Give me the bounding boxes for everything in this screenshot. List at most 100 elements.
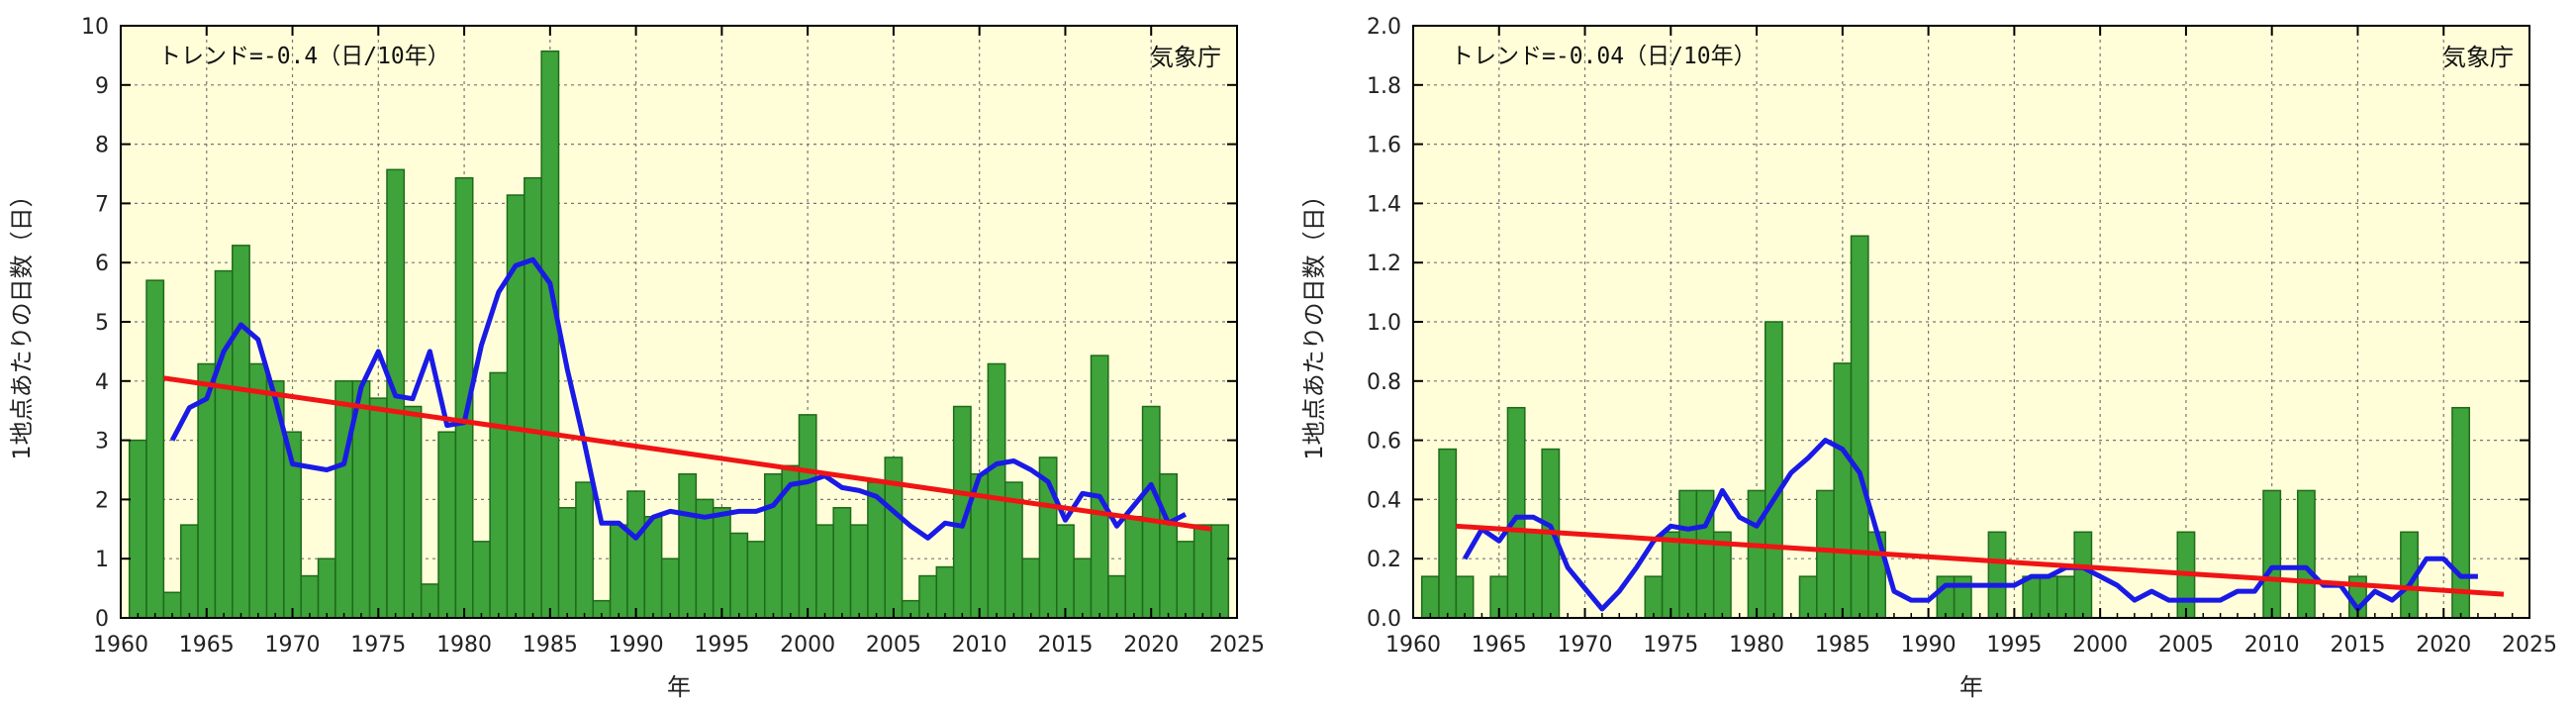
bar-1981: [1765, 321, 1783, 619]
y-tick-label: 1.6: [1367, 134, 1401, 158]
bar-2000: [798, 414, 817, 619]
bar-1982: [489, 371, 509, 619]
bar-1997: [746, 541, 766, 619]
x-tick-label: 2025: [1209, 633, 1265, 658]
bar-1981: [472, 541, 491, 619]
bar-2002: [832, 507, 852, 619]
x-tick-label: 2010: [2244, 633, 2300, 658]
y-tick-label: 3: [95, 430, 109, 455]
bar-1985: [540, 50, 560, 619]
bar-1964: [179, 524, 199, 619]
bar-1996: [2022, 575, 2042, 619]
y-tick-label: 1: [95, 548, 109, 572]
x-tick-label: 1995: [1986, 633, 2042, 658]
bar-1994: [1987, 531, 2007, 619]
bar-1983: [506, 194, 525, 619]
bar-2003: [849, 524, 869, 619]
x-tick-label: 2000: [780, 633, 835, 658]
bar-2007: [918, 574, 938, 619]
x-tick-label: 2025: [2502, 633, 2557, 658]
bar-1993: [678, 472, 698, 619]
bar-1991: [1936, 575, 1956, 619]
bar-2011: [987, 362, 1006, 619]
bar-1976: [1678, 489, 1698, 619]
x-tick-label: 2005: [866, 633, 921, 658]
y-tick-label: 1.0: [1367, 311, 1401, 336]
bar-1980: [1747, 489, 1766, 619]
bar-1961: [128, 439, 147, 619]
x-tick-label: 2020: [2416, 633, 2471, 658]
x-tick-label: 1975: [350, 633, 406, 658]
x-tick-label: 1975: [1643, 633, 1698, 658]
moving-average-line: [1462, 438, 2478, 612]
x-tick-label: 2015: [2330, 633, 2385, 658]
x-tick-label: 1990: [1901, 633, 1956, 658]
y-tick-label: 7: [95, 192, 109, 217]
bar-1973: [334, 380, 354, 619]
bar-1967: [1524, 531, 1543, 619]
x-axis-ticks: 1960 1965 1970 1975 1980 1985 1990 1995 2000 2005…: [93, 26, 1265, 658]
bar-1999: [2073, 531, 2093, 619]
trend-annotation: トレンド=-0.04（日/10年）: [1451, 44, 1757, 69]
bar-1966: [1506, 406, 1526, 619]
x-tick-label: 1970: [1558, 633, 1613, 658]
x-axis-ticks: 1960 1965 1970 1975 1980 1985 1990 1995 2000 2005…: [1385, 26, 2557, 658]
x-tick-label: 1985: [1815, 633, 1870, 658]
credit-label: 気象庁: [2442, 44, 2514, 71]
bar-1979: [437, 431, 457, 619]
x-tick-label: 2005: [2158, 633, 2214, 658]
y-axis-ticks: 0.0 0.2 0.4 0.6 0.8 1.0 1.2 1.4 1.6 1.8 2.0: [1367, 15, 2529, 632]
y-tick-label: 9: [95, 74, 109, 99]
bar-2019: [1124, 515, 1144, 619]
bar-1962: [1438, 448, 1458, 619]
bar-1967: [232, 245, 250, 619]
y-tick-label: 1.4: [1367, 192, 1401, 217]
bar-1968: [248, 362, 268, 619]
x-tick-label: 1965: [1472, 633, 1527, 658]
x-axis-label: 年: [1959, 673, 1983, 701]
bar-1997: [2039, 575, 2058, 619]
bar-2013: [1021, 557, 1041, 619]
y-tick-label: 0.0: [1367, 607, 1401, 632]
bar-1992: [660, 557, 680, 619]
trend-line: [163, 375, 1212, 532]
y-tick-label: 6: [95, 252, 109, 276]
bar-1984: [1816, 489, 1835, 619]
bar-2022: [1176, 541, 1195, 619]
trend-annotation: トレンド=-0.4（日/10年）: [158, 44, 450, 69]
y-tick-label: 4: [95, 370, 109, 395]
bar-1992: [1953, 575, 1972, 619]
bar-1977: [403, 405, 423, 619]
x-tick-label: 1960: [93, 633, 148, 658]
y-tick-label: 2: [95, 488, 109, 513]
bar-2016: [1073, 557, 1093, 619]
x-tick-label: 1970: [265, 633, 321, 658]
y-tick-label: 0.4: [1367, 488, 1401, 513]
bar-2017: [1090, 354, 1109, 619]
moving-average-line: [169, 256, 1188, 541]
bar-2020: [1141, 405, 1161, 619]
bar-1975: [1661, 531, 1680, 619]
y-tick-label: 0: [95, 607, 109, 632]
bar-2021: [1159, 472, 1179, 619]
bar-1990: [626, 490, 646, 619]
y-tick-label: 2.0: [1367, 15, 1401, 40]
bar-1974: [1644, 575, 1664, 619]
chart-panel-right: 1960 1965 1970 1975 1980 1985 1990 1995 2000 2005…: [1300, 15, 2557, 701]
y-tick-label: 10: [81, 15, 109, 40]
y-tick-label: 0.8: [1367, 370, 1401, 395]
x-tick-label: 2010: [952, 633, 1007, 658]
bar-2012: [2296, 489, 2316, 619]
y-tick-label: 0.6: [1367, 430, 1401, 455]
bar-2024: [1210, 524, 1230, 619]
bar-2015: [1056, 524, 1075, 619]
bar-1978: [420, 583, 439, 619]
bar-1986: [1850, 235, 1869, 619]
x-tick-label: 2020: [1123, 633, 1179, 658]
y-tick-label: 0.2: [1367, 548, 1401, 572]
bar-1962: [145, 279, 165, 619]
x-tick-label: 1980: [1729, 633, 1784, 658]
bar-1963: [1455, 575, 1475, 619]
bar-1975: [368, 397, 388, 619]
chart-panel-left: 1960 1965 1970 1975 1980 1985 1990 1995 2000 2005…: [8, 15, 1265, 701]
